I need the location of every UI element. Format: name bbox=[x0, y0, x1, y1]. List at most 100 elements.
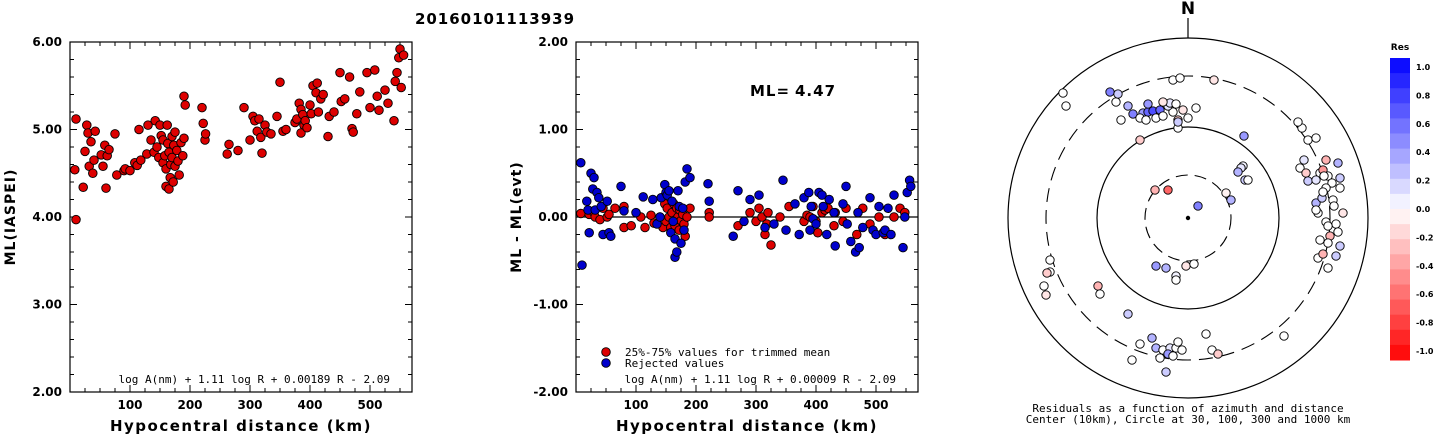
station-residual bbox=[1158, 97, 1168, 107]
data-point bbox=[886, 229, 896, 240]
data-point bbox=[383, 98, 393, 108]
data-point bbox=[682, 212, 692, 222]
station-residual bbox=[1123, 101, 1133, 111]
data-point bbox=[380, 85, 390, 95]
colorbar-tick-label: -0.4 bbox=[1416, 262, 1434, 271]
data-point bbox=[340, 94, 350, 104]
data-point bbox=[619, 206, 629, 216]
data-point bbox=[162, 120, 172, 130]
station-residual bbox=[1128, 109, 1138, 119]
residual-vs-distance-panel: 100 200 300 400 500 -2.00 -1.00 0.00 1.00 2.00 Hyp… bbox=[509, 35, 919, 435]
station-residual bbox=[1175, 73, 1185, 83]
data-point bbox=[134, 124, 144, 135]
data-point bbox=[790, 199, 800, 209]
data-point bbox=[348, 127, 358, 137]
station-residual bbox=[1209, 75, 1219, 85]
data-point bbox=[763, 207, 773, 218]
station-residual bbox=[1151, 261, 1161, 271]
colorbar-tick-label: -0.6 bbox=[1416, 290, 1434, 299]
colorbar-segment bbox=[1390, 163, 1410, 180]
station-residual bbox=[1173, 337, 1183, 347]
data-point bbox=[318, 89, 328, 100]
y-tick-label: 2.00 bbox=[538, 35, 568, 49]
data-point bbox=[679, 225, 689, 235]
data-point bbox=[398, 50, 409, 60]
station-residual bbox=[1161, 263, 1171, 273]
data-point bbox=[396, 82, 406, 93]
data-point bbox=[344, 72, 355, 82]
x-tick-label: 100 bbox=[623, 398, 648, 412]
colorbar-tick-label: 0.8 bbox=[1416, 91, 1431, 100]
data-point bbox=[760, 222, 770, 233]
data-point bbox=[672, 247, 682, 257]
station-residual bbox=[1183, 113, 1193, 123]
colorbar-tick-label: -0.8 bbox=[1416, 319, 1434, 328]
ml-value: 4.47 bbox=[795, 82, 836, 100]
data-point bbox=[374, 105, 384, 115]
station-residual bbox=[1295, 163, 1305, 173]
data-point bbox=[254, 114, 264, 124]
data-point bbox=[703, 178, 713, 189]
station-residual bbox=[1303, 176, 1313, 186]
colorbar-segment bbox=[1390, 209, 1410, 225]
colorbar-segment bbox=[1390, 254, 1410, 270]
data-point bbox=[616, 181, 626, 192]
data-point bbox=[769, 219, 779, 229]
data-point bbox=[200, 129, 211, 139]
data-point bbox=[781, 225, 791, 235]
legend-label: Rejected values bbox=[625, 357, 724, 370]
data-point bbox=[838, 199, 848, 209]
colorbar-segment bbox=[1390, 344, 1410, 361]
data-point bbox=[335, 67, 345, 78]
colorbar-segment bbox=[1390, 224, 1410, 240]
data-point bbox=[71, 114, 81, 124]
data-point bbox=[829, 220, 839, 231]
data-point bbox=[778, 175, 788, 185]
station-residual bbox=[1058, 88, 1068, 98]
colorbar-segment bbox=[1390, 133, 1410, 150]
x-tick-label: 400 bbox=[297, 398, 322, 412]
data-point bbox=[178, 150, 188, 161]
station-residual bbox=[1335, 241, 1345, 251]
station-residual bbox=[1177, 345, 1187, 355]
station-residual bbox=[1311, 205, 1321, 215]
station-residual bbox=[1147, 333, 1157, 343]
data-point bbox=[602, 196, 612, 206]
station-residual bbox=[1226, 195, 1236, 205]
ml-vs-distance-panel: 100 200 300 400 500 2.00 3.00 4.00 5.00 6.00 Hypoc… bbox=[3, 35, 413, 435]
data-point bbox=[172, 145, 182, 156]
data-point bbox=[817, 190, 827, 200]
station-residual bbox=[1127, 355, 1137, 365]
ml-label: ML= bbox=[750, 82, 790, 100]
data-point bbox=[257, 148, 267, 158]
data-point bbox=[606, 231, 616, 241]
station-residual bbox=[1143, 99, 1153, 109]
data-point bbox=[906, 181, 916, 192]
data-point bbox=[682, 164, 692, 174]
data-point bbox=[664, 185, 674, 196]
y-tick-label: 0.00 bbox=[538, 210, 568, 224]
data-point bbox=[143, 120, 153, 130]
data-point bbox=[685, 172, 695, 183]
data-point bbox=[818, 201, 828, 212]
data-point bbox=[179, 133, 189, 143]
data-point bbox=[98, 161, 108, 171]
data-point bbox=[174, 170, 184, 180]
colorbar-segment bbox=[1390, 314, 1410, 331]
data-point bbox=[355, 87, 365, 97]
station-residual bbox=[1338, 208, 1348, 218]
data-point bbox=[577, 260, 587, 270]
data-point bbox=[829, 207, 839, 218]
data-point bbox=[305, 100, 315, 110]
colorbar-tick-label: -0.2 bbox=[1416, 233, 1434, 242]
data-point bbox=[874, 212, 884, 222]
station-residual bbox=[1113, 89, 1123, 99]
station-residual bbox=[1178, 105, 1188, 115]
data-point bbox=[164, 184, 174, 194]
data-point bbox=[266, 129, 276, 139]
data-point bbox=[806, 201, 816, 212]
station-residual bbox=[1301, 168, 1311, 178]
data-point bbox=[811, 219, 821, 229]
data-point bbox=[655, 212, 665, 222]
colorbar-segment bbox=[1390, 178, 1410, 195]
